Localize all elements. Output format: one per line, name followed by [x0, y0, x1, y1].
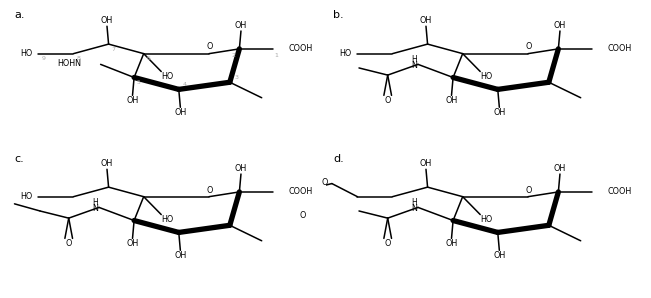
Text: HO: HO: [20, 49, 33, 58]
Text: 7: 7: [111, 47, 115, 52]
Text: OH: OH: [101, 159, 113, 168]
Text: 8: 8: [76, 56, 80, 61]
Text: O: O: [385, 239, 391, 249]
Text: OH: OH: [174, 108, 186, 117]
Text: HO: HO: [339, 49, 352, 58]
Text: OH: OH: [420, 16, 432, 25]
Text: b.: b.: [333, 10, 344, 21]
Text: HO: HO: [480, 215, 493, 224]
Text: OH: OH: [126, 96, 139, 105]
Text: O: O: [526, 42, 533, 52]
Text: OH: OH: [445, 239, 458, 249]
Text: O: O: [207, 42, 214, 52]
Text: OH: OH: [493, 108, 505, 117]
Text: d.: d.: [333, 153, 344, 164]
Text: O: O: [526, 185, 533, 195]
Text: OH: OH: [420, 159, 432, 168]
Text: O: O: [322, 178, 327, 187]
Text: O: O: [66, 239, 72, 249]
Text: O: O: [385, 96, 391, 105]
Text: OH: OH: [126, 239, 139, 249]
Text: 6: 6: [146, 56, 150, 61]
Text: OH: OH: [445, 96, 458, 105]
Text: H: H: [411, 55, 417, 64]
Text: OH: OH: [554, 21, 566, 30]
Text: c.: c.: [14, 153, 24, 164]
Text: a.: a.: [14, 10, 25, 21]
Text: H: H: [92, 198, 98, 207]
Text: 9: 9: [41, 56, 45, 61]
Text: HO: HO: [480, 72, 493, 81]
Text: OH: OH: [554, 164, 566, 173]
Text: OH: OH: [174, 251, 186, 260]
Text: HOHN: HOHN: [57, 59, 81, 68]
Text: HO: HO: [161, 72, 174, 81]
Text: 1: 1: [274, 53, 278, 58]
Text: N: N: [411, 61, 417, 70]
Text: 2: 2: [232, 53, 236, 58]
Text: O: O: [207, 185, 214, 195]
Text: N: N: [411, 204, 417, 213]
Text: H: H: [411, 198, 417, 207]
Text: COOH: COOH: [289, 187, 313, 196]
Text: OH: OH: [235, 21, 247, 30]
Text: HO: HO: [20, 192, 33, 201]
Text: 4: 4: [183, 82, 187, 87]
Text: HO: HO: [161, 215, 174, 224]
Text: N: N: [92, 204, 98, 213]
Text: COOH: COOH: [608, 44, 632, 53]
Text: OH: OH: [101, 16, 113, 25]
Text: 5: 5: [137, 80, 141, 85]
Text: OH: OH: [235, 164, 247, 173]
Text: COOH: COOH: [289, 44, 313, 53]
Text: COOH: COOH: [608, 187, 632, 196]
Text: OH: OH: [493, 251, 505, 260]
Text: O: O: [300, 210, 307, 220]
Text: 3: 3: [235, 74, 239, 80]
